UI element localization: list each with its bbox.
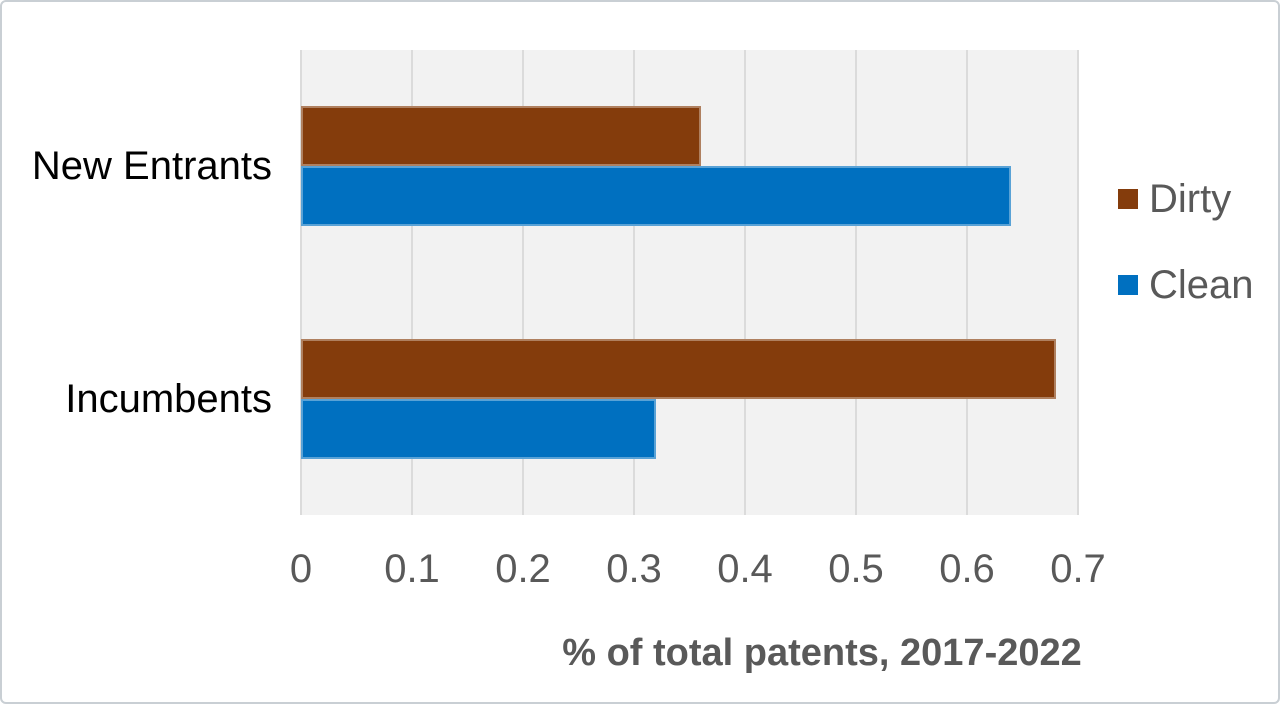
- gridline: [522, 50, 524, 515]
- x-tick-label: 0.7: [1050, 547, 1106, 591]
- bar-incumbents-clean: [301, 398, 657, 459]
- legend-label-dirty: Dirty: [1149, 176, 1232, 221]
- x-tick-label: 0.6: [939, 547, 995, 591]
- category-label-incumbents: Incumbents: [65, 376, 272, 421]
- bar-incumbents-dirty: [301, 338, 1056, 399]
- bar-new-entrants-clean: [301, 166, 1012, 227]
- x-tick-label: 0.2: [495, 547, 551, 591]
- x-tick-label: 0.3: [606, 547, 662, 591]
- gridline: [633, 50, 635, 515]
- legend-swatch-clean-icon: [1118, 275, 1138, 295]
- gridline: [300, 50, 302, 515]
- legend-item-dirty: Dirty: [1118, 177, 1254, 221]
- x-tick-label: 0: [289, 547, 313, 591]
- bar-new-entrants-dirty: [301, 106, 701, 167]
- x-tick-label: 0.4: [717, 547, 773, 591]
- gridline: [411, 50, 413, 515]
- gridline: [744, 50, 746, 515]
- x-axis-title: % of total patents, 2017-2022: [562, 632, 1082, 674]
- x-tick-label: 0.5: [828, 547, 884, 591]
- gridline: [855, 50, 857, 515]
- legend-label-clean: Clean: [1149, 262, 1254, 307]
- legend: Dirty Clean: [1118, 177, 1254, 307]
- legend-item-clean: Clean: [1118, 263, 1254, 307]
- x-tick-label: 0.1: [384, 547, 440, 591]
- gridline: [966, 50, 968, 515]
- legend-swatch-dirty-icon: [1118, 189, 1138, 209]
- category-label-new-entrants: New Entrants: [31, 144, 272, 189]
- gridline: [1077, 50, 1079, 515]
